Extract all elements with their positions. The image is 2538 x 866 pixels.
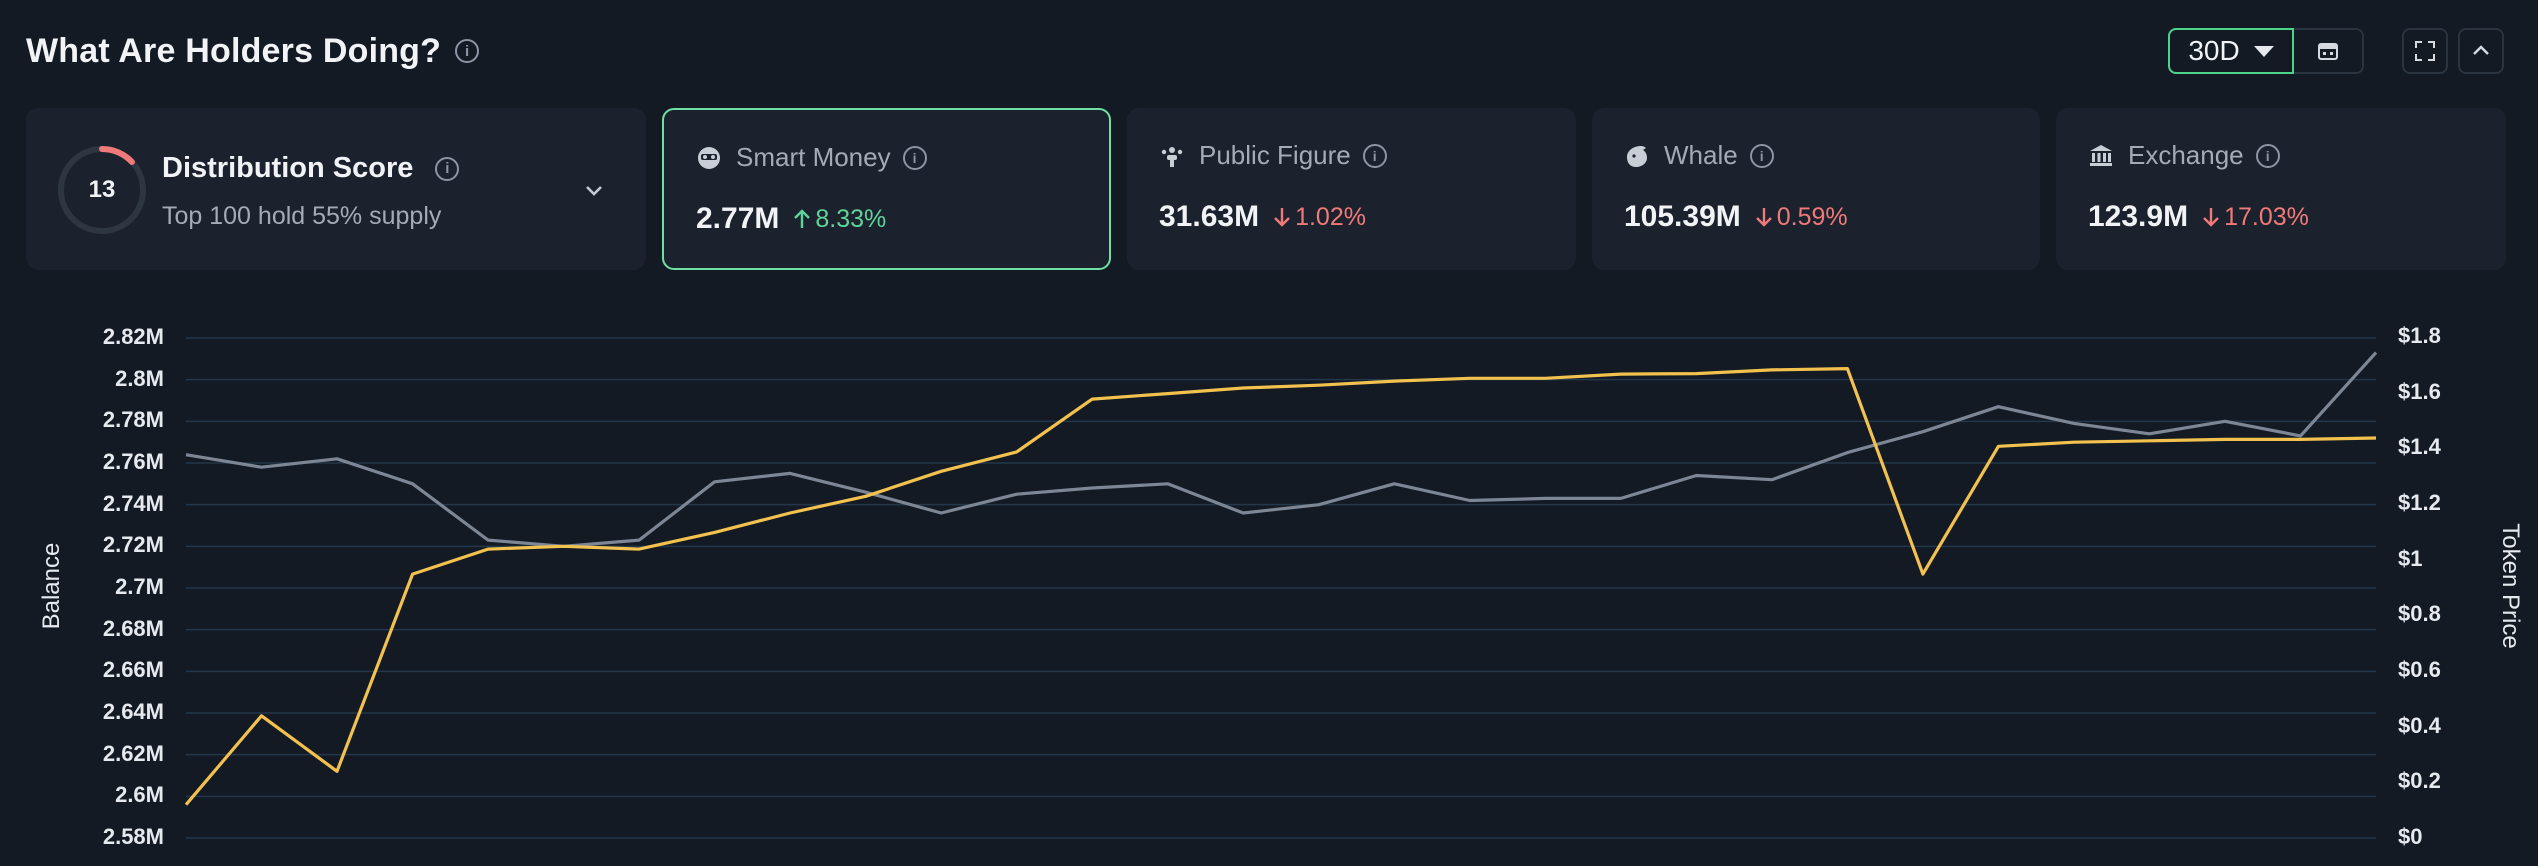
change-value: 17.03% xyxy=(2224,202,2309,231)
card-value-text: 31.63M xyxy=(1159,200,1260,233)
left-tick-label: 2.58M xyxy=(102,824,164,849)
change-badge: 17.03% xyxy=(2202,203,2309,232)
distribution-score-subtitle: Top 100 hold 55% supply xyxy=(162,202,442,230)
card-label: Public Figure i xyxy=(1159,140,1387,171)
change-badge: 0.59% xyxy=(1755,203,1848,232)
arrow-down-icon xyxy=(2203,208,2219,227)
card-smart-money[interactable]: Smart Money i 2.77M 8.33% xyxy=(662,108,1111,270)
left-tick-label: 2.62M xyxy=(102,740,164,766)
info-icon[interactable]: i xyxy=(455,39,480,63)
card-value-text: 123.9M xyxy=(2088,200,2189,233)
left-tick-label: 2.64M xyxy=(102,699,164,724)
left-tick-label: 2.68M xyxy=(102,615,164,641)
distribution-score-value: 13 xyxy=(88,176,116,203)
arrow-up-icon xyxy=(794,209,811,228)
card-label: Exchange i xyxy=(2088,140,2280,171)
distribution-score-card[interactable]: 13 Distribution Score i Top 100 hold 55%… xyxy=(26,108,646,270)
change-value: 8.33% xyxy=(815,204,887,233)
info-icon[interactable]: i xyxy=(1362,143,1387,168)
right-tick-label: $1.8 xyxy=(2398,323,2441,348)
arrow-down-icon xyxy=(1274,208,1290,227)
info-icon[interactable]: i xyxy=(2255,143,2280,168)
left-tick-label: 2.76M xyxy=(102,449,164,474)
page-title: What Are Holders Doing? xyxy=(26,31,442,70)
expand-icon xyxy=(2415,41,2435,61)
left-tick-label: 2.7M xyxy=(115,574,164,599)
card-label-text: Whale xyxy=(1664,140,1738,170)
calendar-button[interactable] xyxy=(2294,28,2364,74)
balance-series-line[interactable] xyxy=(185,351,2378,548)
info-icon[interactable]: i xyxy=(435,156,460,181)
card-value: 31.63M 1.02% xyxy=(1159,200,1366,234)
card-value: 123.9M 17.03% xyxy=(2088,200,2309,234)
calendar-icon xyxy=(2318,43,2338,60)
right-tick-label: $0.6 xyxy=(2398,657,2441,682)
left-tick-label: 2.6M xyxy=(115,782,164,808)
card-label-text: Exchange xyxy=(2128,140,2244,170)
left-tick-label: 2.82M xyxy=(102,324,164,349)
change-badge: 8.33% xyxy=(793,205,886,234)
chevron-down-icon[interactable] xyxy=(582,178,606,202)
card-value: 105.39M 0.59% xyxy=(1624,200,1848,234)
token-price-series-line[interactable] xyxy=(184,366,2377,806)
right-tick-label: $1.6 xyxy=(2398,378,2441,404)
score-ring-icon xyxy=(58,146,146,234)
right-tick-label: $1.4 xyxy=(2398,434,2441,460)
right-tick-label: $0.8 xyxy=(2398,601,2441,627)
change-badge: 1.02% xyxy=(1273,203,1366,232)
left-tick-label: 2.78M xyxy=(102,407,164,433)
card-value-text: 2.77M xyxy=(696,202,780,235)
left-tick-label: 2.66M xyxy=(102,657,164,683)
right-tick-label: $0 xyxy=(2398,824,2423,849)
chart-series xyxy=(184,351,2378,806)
header-controls: 30D xyxy=(2168,28,2504,74)
whale-icon xyxy=(1624,143,1650,169)
collapse-button[interactable] xyxy=(2458,28,2504,74)
card-value-text: 105.39M xyxy=(1624,200,1741,233)
card-label: Whale i xyxy=(1624,140,1774,171)
chart-grid xyxy=(186,337,2376,839)
section-header: What Are Holders Doing? i xyxy=(26,26,480,76)
exchange-icon xyxy=(2088,143,2114,169)
right-tick-label: $0.4 xyxy=(2398,712,2441,738)
left-tick-label: 2.72M xyxy=(102,532,164,558)
fullscreen-button[interactable] xyxy=(2402,28,2448,74)
card-whale[interactable]: Whale i 105.39M 0.59% xyxy=(1592,108,2040,270)
smart-money-icon xyxy=(696,145,722,171)
chevron-up-icon xyxy=(2473,45,2489,55)
card-label-text: Public Figure xyxy=(1199,140,1351,170)
left-tick-label: 2.74M xyxy=(102,490,164,516)
left-tick-label: 2.8M xyxy=(115,365,164,391)
right-tick-label: $0.2 xyxy=(2398,768,2441,794)
public-figure-icon xyxy=(1159,143,1185,169)
change-value: 0.59% xyxy=(1776,202,1848,231)
change-value: 1.02% xyxy=(1295,202,1366,231)
right-tick-label: $1 xyxy=(2398,545,2423,571)
caret-down-icon xyxy=(2253,45,2274,57)
distribution-score-title: Distribution Score i xyxy=(162,152,460,185)
info-icon[interactable]: i xyxy=(1749,143,1774,168)
card-public-figure[interactable]: Public Figure i 31.63M 1.02% xyxy=(1127,108,1576,270)
time-range-value: 30D xyxy=(2188,35,2240,66)
card-label-text: Smart Money xyxy=(736,142,891,172)
time-range-dropdown[interactable]: 30D xyxy=(2168,28,2294,74)
holders-line-chart[interactable] xyxy=(0,300,2538,866)
card-label: Smart Money i xyxy=(696,142,927,173)
card-exchange[interactable]: Exchange i 123.9M 17.03% xyxy=(2056,108,2506,270)
card-value: 2.77M 8.33% xyxy=(696,202,886,236)
info-icon[interactable]: i xyxy=(902,145,927,170)
right-tick-label: $1.2 xyxy=(2398,490,2441,515)
distribution-score-label: Distribution Score xyxy=(162,152,414,184)
arrow-down-icon xyxy=(1755,208,1772,227)
